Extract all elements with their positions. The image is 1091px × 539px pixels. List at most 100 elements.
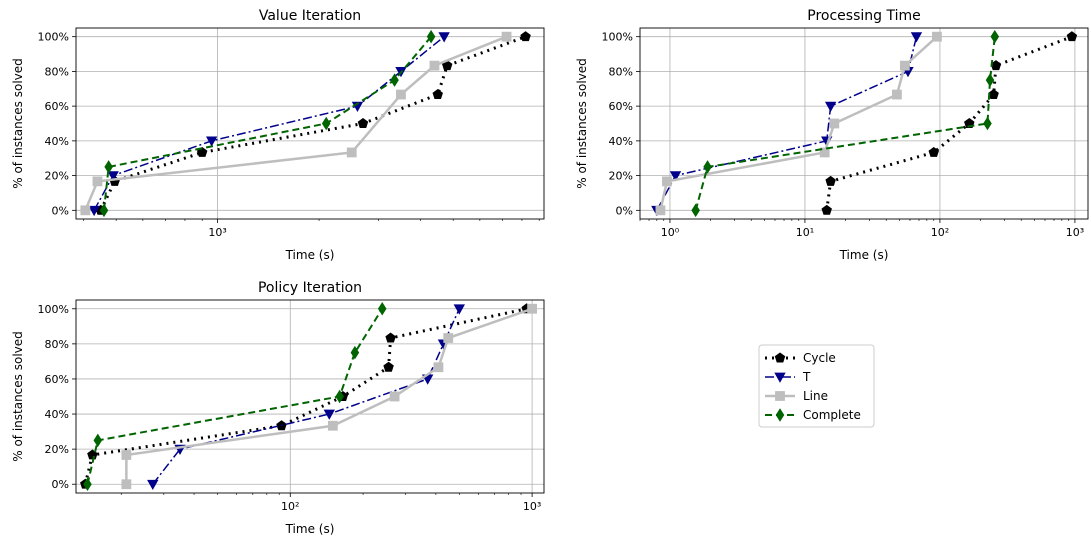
y-tick-label: 80% bbox=[609, 65, 633, 78]
y-axis-label: % of instances solved bbox=[11, 331, 25, 462]
data-point-cycle bbox=[357, 118, 369, 128]
data-point-line bbox=[829, 118, 840, 129]
x-axis-label: Time (s) bbox=[285, 248, 335, 262]
y-tick-label: 0% bbox=[52, 478, 69, 491]
y-tick-label: 60% bbox=[609, 100, 633, 113]
data-point-complete bbox=[983, 116, 992, 131]
y-tick-label: 100% bbox=[602, 31, 633, 44]
data-point-cycle bbox=[928, 146, 939, 157]
y-tick-label: 20% bbox=[609, 170, 633, 183]
series-line-cycle bbox=[99, 35, 527, 211]
data-point-cycle bbox=[441, 60, 453, 71]
y-tick-label: 20% bbox=[45, 170, 69, 183]
y-tick-label: 40% bbox=[609, 135, 633, 148]
chart-title: Policy Iteration bbox=[258, 280, 362, 296]
legend-label-t: T bbox=[802, 370, 811, 384]
data-point-cycle bbox=[821, 204, 832, 215]
data-point-line bbox=[899, 60, 910, 71]
data-point-t bbox=[205, 136, 218, 147]
data-point-line bbox=[121, 450, 132, 460]
data-point-t bbox=[323, 409, 335, 420]
axes-frame bbox=[75, 299, 545, 494]
data-point-cycle bbox=[520, 31, 531, 42]
x-axis-label: Time (s) bbox=[285, 522, 335, 536]
x-tick-label: 10³ bbox=[1066, 226, 1084, 239]
y-tick-label: 40% bbox=[45, 408, 69, 421]
chart-title: Value Iteration bbox=[259, 8, 361, 24]
data-point-cycle bbox=[825, 175, 836, 186]
data-point-t bbox=[910, 32, 923, 43]
data-point-cycle bbox=[988, 89, 999, 99]
series-line-t bbox=[656, 36, 918, 211]
series-group bbox=[651, 29, 1078, 218]
y-tick-label: 100% bbox=[38, 31, 69, 44]
data-point-cycle bbox=[1066, 31, 1078, 42]
data-point-t bbox=[107, 171, 119, 182]
y-tick-label: 60% bbox=[45, 373, 69, 386]
series-line-cycle bbox=[83, 307, 528, 485]
chart-title: Processing Time bbox=[807, 8, 920, 24]
series-line-t bbox=[152, 308, 460, 485]
y-tick-label: 80% bbox=[45, 65, 69, 78]
series-group bbox=[80, 29, 531, 218]
data-point-line bbox=[527, 303, 537, 314]
data-point-line bbox=[429, 60, 440, 71]
data-point-complete bbox=[321, 116, 331, 131]
legend-label-cycle: Cycle bbox=[803, 351, 836, 365]
data-point-cycle bbox=[385, 332, 396, 343]
data-point-line bbox=[433, 362, 444, 373]
processing-time-panel: 0% 20% 40% 60% 80% 100% 10⁰ 10¹ 10² 10³ Processing… bbox=[575, 8, 1089, 262]
legend-label-complete: Complete bbox=[803, 408, 861, 422]
data-point-t bbox=[438, 32, 450, 43]
series-line-complete bbox=[102, 36, 432, 211]
data-point-line bbox=[121, 479, 132, 490]
axes-frame bbox=[639, 27, 1089, 220]
x-tick-label: 10² bbox=[931, 226, 949, 239]
data-point-t bbox=[824, 101, 837, 112]
data-point-t bbox=[453, 304, 465, 315]
data-point-complete bbox=[335, 389, 344, 404]
legend-frame bbox=[758, 344, 875, 428]
data-point-line bbox=[346, 147, 357, 158]
data-point-line bbox=[92, 176, 103, 187]
y-tick-label: 60% bbox=[45, 100, 69, 113]
data-point-line bbox=[327, 420, 338, 431]
data-point-line bbox=[655, 205, 666, 216]
y-axis-label: % of instances solved bbox=[575, 58, 589, 189]
x-tick-label: 10² bbox=[281, 500, 299, 513]
y-tick-label: 20% bbox=[45, 443, 69, 456]
data-point-complete bbox=[985, 73, 995, 87]
data-point-complete bbox=[350, 345, 360, 360]
data-point-line bbox=[443, 333, 454, 343]
y-tick-label: 0% bbox=[616, 204, 633, 217]
data-point-complete bbox=[426, 29, 436, 44]
series-line-complete bbox=[694, 36, 996, 211]
axes-frame bbox=[75, 27, 545, 220]
data-point-line bbox=[80, 205, 91, 216]
data-point-line bbox=[932, 31, 942, 42]
data-point-complete bbox=[691, 203, 700, 218]
data-point-line bbox=[819, 147, 830, 158]
x-tick-label: 10¹ bbox=[796, 226, 814, 239]
value-iteration-panel: 0% 20% 40% 60% 80% 100% 10³ Value Iteration Time… bbox=[11, 8, 545, 262]
data-point-line bbox=[396, 89, 406, 100]
data-point-line bbox=[389, 391, 400, 402]
legend-label-line: Line bbox=[803, 389, 828, 403]
data-point-line bbox=[662, 176, 672, 187]
legend-marker-t bbox=[774, 372, 786, 383]
data-point-complete bbox=[99, 203, 109, 218]
data-point-line bbox=[501, 31, 512, 42]
data-point-t bbox=[669, 171, 682, 182]
legend-marker-line bbox=[775, 391, 785, 401]
y-axis-label: % of instances solved bbox=[11, 58, 25, 189]
series-line-t bbox=[93, 36, 445, 211]
data-point-complete bbox=[377, 302, 387, 316]
series-line-cycle bbox=[825, 35, 1073, 211]
data-point-complete bbox=[390, 73, 399, 87]
y-tick-label: 80% bbox=[45, 338, 69, 351]
legend-marker-cycle bbox=[774, 352, 786, 363]
y-tick-label: 0% bbox=[52, 204, 69, 217]
legend-marker-complete bbox=[775, 408, 785, 422]
data-point-complete bbox=[990, 29, 1000, 44]
